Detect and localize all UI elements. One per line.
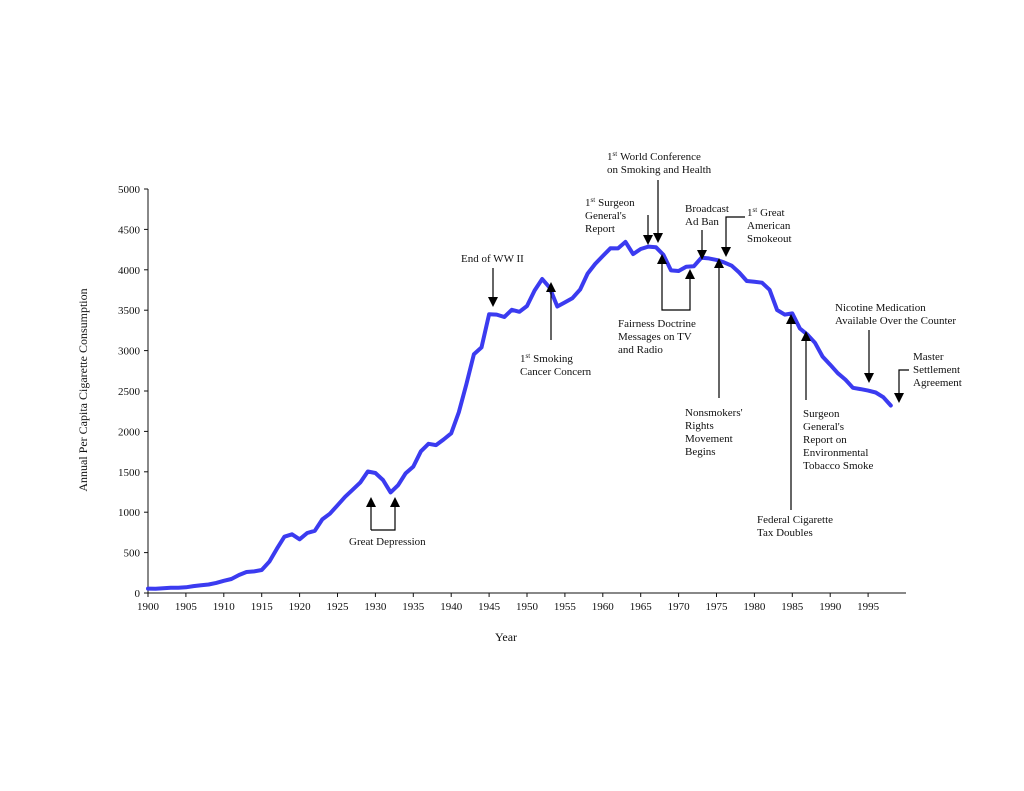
annotation-arrows <box>370 180 909 531</box>
svg-text:Fairness Doctrine: Fairness Doctrine <box>618 318 696 330</box>
annotation-nicotine-medication: Nicotine Medication Available Over the C… <box>835 302 956 327</box>
annotation-surgeon-general-report: 1st Surgeon General's Report <box>585 196 635 235</box>
svg-text:American: American <box>747 220 791 232</box>
y-axis: 0 500 1000 1500 2000 2500 3000 3500 4000 4500 5000 <box>118 184 149 600</box>
x-axis: 1900 1905 1910 1915 1920 1925 1930 1935 1940 1945… <box>137 592 906 613</box>
annotation-great-american-smokeout: 1st Great American Smokeout <box>747 206 792 245</box>
x-tick-label: 1995 <box>857 601 880 613</box>
svg-text:Surgeon: Surgeon <box>803 408 840 420</box>
svg-text:End of WW II: End of WW II <box>461 253 524 265</box>
svg-text:and Radio: and Radio <box>618 344 663 356</box>
annotation-fairness-doctrine: Fairness Doctrine Messages on TV and Rad… <box>618 318 696 356</box>
x-tick-label: 1965 <box>630 601 653 613</box>
svg-text:General's: General's <box>803 421 844 433</box>
svg-text:Available Over the Counter: Available Over the Counter <box>835 315 956 327</box>
annotation-federal-tax: Federal Cigarette Tax Doubles <box>757 514 833 539</box>
x-tick-label: 1930 <box>364 601 387 613</box>
svg-text:Tobacco Smoke: Tobacco Smoke <box>803 460 874 472</box>
x-tick-label: 1980 <box>743 601 766 613</box>
svg-text:Environmental: Environmental <box>803 447 868 459</box>
x-tick-label: 1920 <box>289 601 312 613</box>
y-tick-label: 3500 <box>118 305 141 317</box>
svg-text:Rights: Rights <box>685 420 714 432</box>
x-tick-label: 1940 <box>440 601 463 613</box>
y-tick-label: 2000 <box>118 426 141 438</box>
x-tick-label: 1955 <box>554 601 577 613</box>
y-tick-label: 3000 <box>118 346 141 358</box>
svg-text:Report: Report <box>585 223 615 235</box>
x-tick-label: 1970 <box>668 601 691 613</box>
annotation-end-ww2: End of WW II <box>461 253 524 265</box>
x-tick-label: 1990 <box>819 601 842 613</box>
x-axis-label: Year <box>495 630 517 644</box>
annotation-surgeon-general-ets: Surgeon General's Report on Environmenta… <box>803 408 874 472</box>
svg-text:Messages on TV: Messages on TV <box>618 331 692 343</box>
svg-text:Begins: Begins <box>685 446 716 458</box>
svg-text:Agreement: Agreement <box>913 377 962 389</box>
annotation-broadcast-ban: Broadcast Ad Ban <box>685 203 729 228</box>
x-tick-label: 1935 <box>402 601 425 613</box>
annotation-arrowheads <box>366 233 904 507</box>
x-tick-label: 1900 <box>137 601 160 613</box>
svg-text:Nicotine Medication: Nicotine Medication <box>835 302 926 314</box>
annotation-world-conference: 1st World Conference on Smoking and Healt… <box>607 150 712 176</box>
y-tick-label: 4000 <box>118 265 141 277</box>
y-tick-label: 1000 <box>118 507 141 519</box>
x-tick-label: 1910 <box>213 601 236 613</box>
x-tick-label: 1960 <box>592 601 615 613</box>
consumption-line <box>146 239 893 591</box>
x-tick-label: 1975 <box>706 601 729 613</box>
svg-text:on Smoking and Health: on Smoking and Health <box>607 164 712 176</box>
svg-text:Cancer Concern: Cancer Concern <box>520 366 592 378</box>
y-tick-label: 4500 <box>118 224 141 236</box>
x-tick-label: 1905 <box>175 601 198 613</box>
y-tick-label: 5000 <box>118 184 141 196</box>
annotation-master-settlement: Master Settlement Agreement <box>913 351 962 389</box>
annotation-great-depression: Great Depression <box>349 536 426 548</box>
x-tick-label: 1945 <box>478 601 501 613</box>
svg-text:Broadcast: Broadcast <box>685 203 729 215</box>
svg-text:Settlement: Settlement <box>913 364 960 376</box>
svg-text:Great Depression: Great Depression <box>349 536 426 548</box>
x-tick-label: 1925 <box>327 601 350 613</box>
svg-text:Master: Master <box>913 351 944 363</box>
y-tick-label: 1500 <box>118 467 141 479</box>
svg-text:General's: General's <box>585 210 626 222</box>
y-axis-label: Annual Per Capita Cigarette Consumption <box>76 288 90 491</box>
annotation-nonsmokers-rights: Nonsmokers' Rights Movement Begins <box>685 407 743 458</box>
svg-text:Smokeout: Smokeout <box>747 233 792 245</box>
svg-text:Movement: Movement <box>685 433 733 445</box>
annotation-smoking-cancer: 1st Smoking Cancer Concern <box>520 352 592 378</box>
y-tick-label: 2500 <box>118 386 141 398</box>
x-tick-label: 1915 <box>251 601 274 613</box>
svg-text:Report on: Report on <box>803 434 847 446</box>
svg-text:Federal Cigarette: Federal Cigarette <box>757 514 833 526</box>
y-tick-label: 500 <box>124 548 141 560</box>
svg-text:Tax Doubles: Tax Doubles <box>757 527 813 539</box>
svg-text:Ad Ban: Ad Ban <box>685 216 719 228</box>
y-tick-label: 0 <box>135 588 141 600</box>
x-tick-label: 1985 <box>781 601 804 613</box>
x-tick-label: 1950 <box>516 601 539 613</box>
svg-text:Nonsmokers': Nonsmokers' <box>685 407 743 419</box>
